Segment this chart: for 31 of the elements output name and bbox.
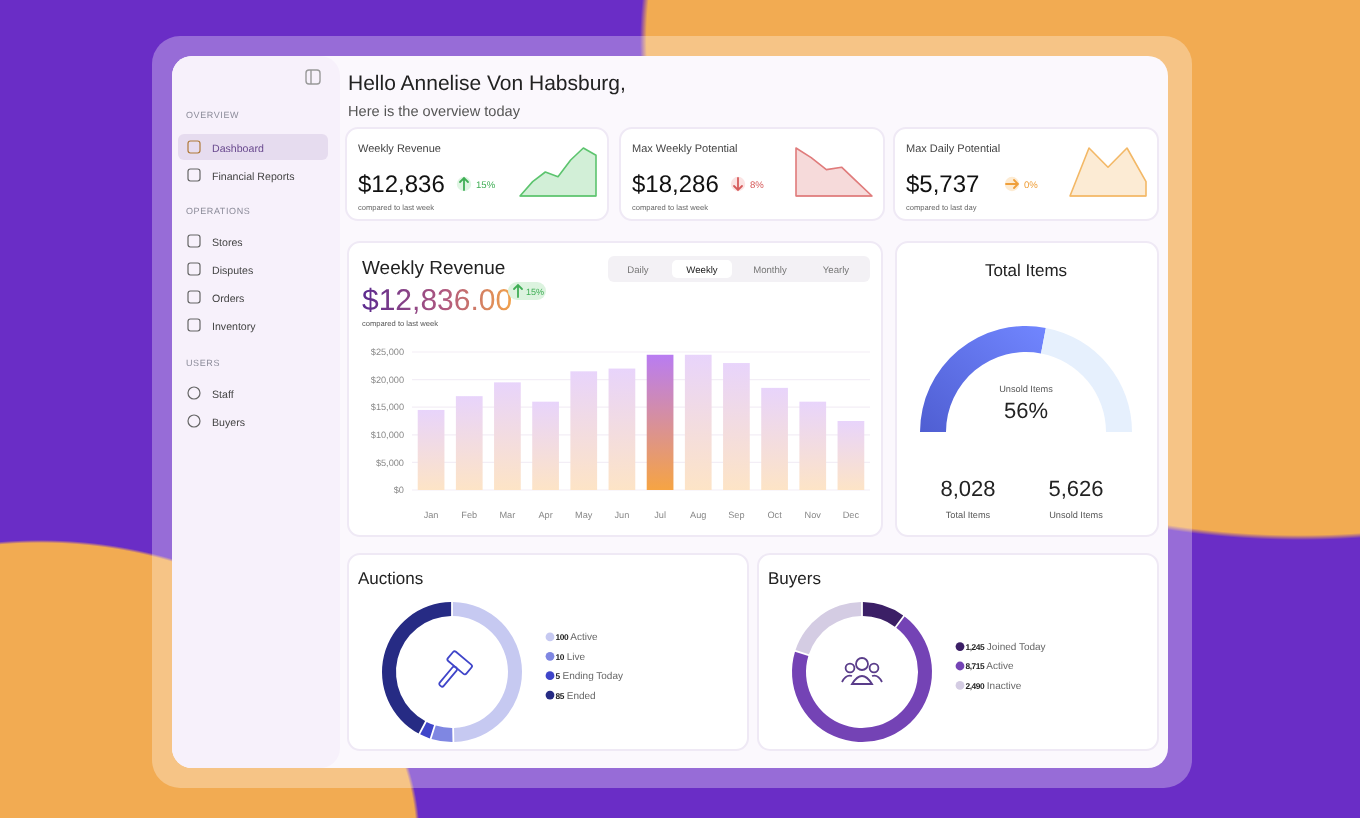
bar [799,401,827,490]
bar [761,387,788,490]
chart-title: Total Items [984,260,1068,280]
bar [532,401,559,490]
bar [455,396,483,490]
chart-title: Weekly Revenue [362,258,506,280]
bar [417,409,445,490]
text: 8,028 [940,478,996,502]
donut-slice [862,602,904,627]
data-label: 56% [1003,400,1049,424]
text: $12,836 [358,170,446,198]
bar [646,354,674,490]
donut-slice [452,602,522,742]
donut-slice [792,616,932,742]
donut-slice [795,602,862,655]
donut-slice [431,725,453,742]
text: $5,737 [906,170,981,198]
bar [723,363,750,490]
chart-title: Buyers [768,568,821,588]
bar [570,371,598,490]
bar [494,382,521,490]
bar [837,421,865,490]
text: Hello Annelise Von Habsburg, [348,72,626,96]
bar [684,354,712,490]
chart-title: Auctions [358,568,424,588]
text: $18,286 [632,170,720,198]
text: 5,626 [1048,478,1104,502]
bar [608,368,636,490]
text: $12,836.00 [362,284,513,318]
donut-slice [382,602,452,734]
donut-slice [420,721,435,739]
